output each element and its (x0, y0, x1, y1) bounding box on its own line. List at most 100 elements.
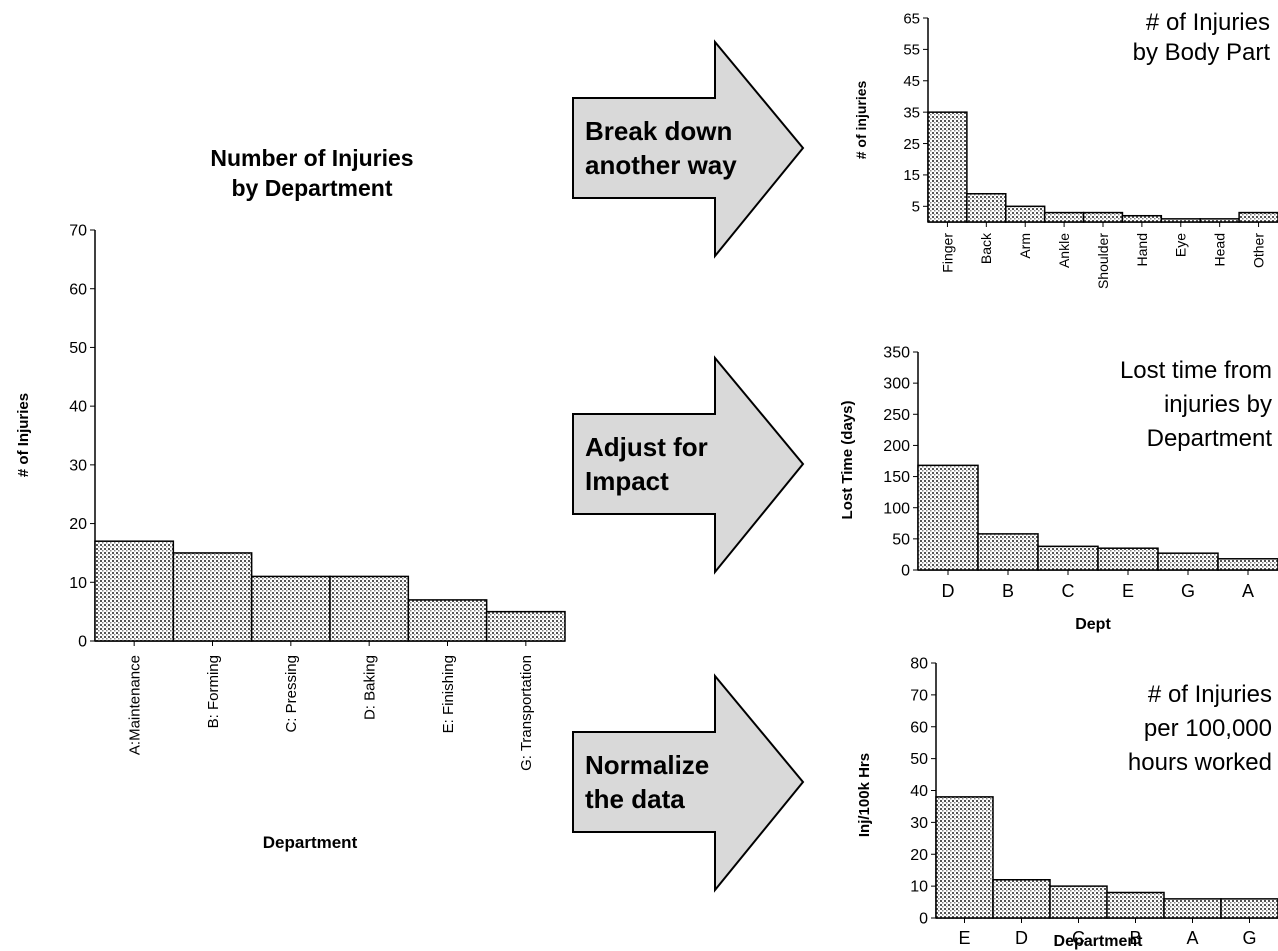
x-tick-label: B (1129, 928, 1141, 948)
x-tick-label: Arm (1017, 233, 1033, 259)
bar-G: Transportation (485, 610, 566, 642)
y-tick-label: 30 (910, 815, 928, 832)
arrow-shape (572, 355, 805, 575)
x-tick-label: Back (978, 232, 994, 264)
x-tick-label: A (1242, 581, 1254, 601)
chart-title-line: by Department (231, 175, 392, 201)
y-tick-label: 200 (883, 438, 910, 455)
x-tick-label: E (1122, 581, 1134, 601)
chart-title: # of Injuries by Body Part (1133, 9, 1271, 66)
x-tick-label: Head (1212, 233, 1228, 266)
bar-G (1220, 898, 1278, 919)
x-tick-label: C (1072, 928, 1085, 948)
y-tick-label: 80 (910, 656, 928, 673)
y-axis-label: Inj/100k Hrs (856, 753, 873, 837)
y-tick-label: 70 (69, 223, 87, 240)
chart-title-line: Number of Injuries (210, 145, 413, 171)
y-tick-label: 350 (883, 345, 910, 362)
y-tick-label: 40 (910, 783, 928, 800)
chart-bodypart: # of Injuries by Body Part 5 15 25 35 45 55 65 Fi… (853, 9, 1278, 289)
y-tick-label: 65 (903, 10, 920, 27)
x-tick-label: B: Forming (205, 655, 222, 728)
x-tick-label: G (1242, 928, 1256, 948)
x-tick-label: C (1062, 581, 1075, 601)
y-tick-label: 70 (910, 687, 928, 704)
y-tick-label: 35 (903, 104, 920, 121)
bar-Finger (927, 111, 968, 223)
y-tick-label: 60 (910, 719, 928, 736)
x-tick-label: Ankle (1056, 233, 1072, 268)
y-tick-label: 0 (78, 634, 87, 651)
x-tick-label: D: Baking (361, 655, 378, 720)
y-tick-label: 300 (883, 376, 910, 393)
chart-title-line: by Body Part (1133, 39, 1271, 66)
x-tick-label: E: Finishing (440, 655, 457, 733)
x-tick-label: B (1002, 581, 1014, 601)
x-tick-label: G (1181, 581, 1195, 601)
y-tick-label: 20 (69, 516, 87, 533)
bar-Hand (1121, 214, 1163, 223)
chart-title-line: # of Injuries (1148, 681, 1272, 708)
chart-title-line: # of Injuries (1146, 9, 1270, 36)
bar-E: Finishing (407, 599, 488, 642)
y-tick-label: 250 (883, 407, 910, 424)
bar-E (935, 796, 994, 919)
y-tick-label: 0 (919, 911, 928, 928)
x-tick-label: Eye (1173, 233, 1189, 257)
chart-title-line: Lost time from (1120, 357, 1272, 384)
bar-B: Forming (172, 552, 253, 642)
bar-C (1037, 545, 1099, 571)
x-tick-label: Shoulder (1095, 233, 1111, 289)
arrow-3: Normalize the data (572, 673, 805, 893)
bar-Shoulder (1082, 211, 1124, 223)
arrow-shape (572, 673, 805, 893)
bar-D: Baking (329, 575, 410, 642)
y-tick-label: 40 (69, 399, 87, 416)
bar-D (992, 879, 1051, 919)
x-tick-label: Hand (1134, 233, 1150, 266)
x-axis-label: Dept (1075, 616, 1111, 633)
y-tick-label: 0 (901, 563, 910, 580)
bar-Back (966, 193, 1007, 223)
y-tick-label: 5 (912, 199, 920, 216)
x-axis-label: Department (263, 833, 358, 852)
chart-title-line: injuries by (1164, 391, 1272, 418)
bar-A (1217, 558, 1278, 571)
y-tick-label: 150 (883, 469, 910, 486)
chart-title-line: hours worked (1128, 749, 1272, 776)
arrow-label: Normalize (585, 750, 709, 780)
arrow-label: Impact (585, 466, 669, 496)
chart-title: Number of Injuries by Department (210, 145, 413, 201)
y-tick-label: 50 (892, 531, 910, 548)
chart-losttime: Lost time from injuries by Department 0 50 10… (839, 345, 1278, 633)
x-tick-label: A:Maintenance (126, 655, 143, 755)
bar-E (1097, 547, 1159, 571)
arrow-label: the data (585, 784, 685, 814)
chart-title: Lost time from injuries by Department (1120, 357, 1272, 452)
x-tick-label: Finger (939, 233, 955, 273)
y-tick-label: 30 (69, 457, 87, 474)
chart-title-line: per 100,000 (1144, 715, 1272, 742)
y-tick-label: 15 (903, 167, 920, 184)
x-tick-label: G: Transportation (518, 655, 535, 771)
arrow-1: Break down another way (572, 39, 805, 259)
arrow-shape (572, 39, 805, 259)
bar-B (1106, 891, 1165, 919)
bar-C (1049, 885, 1108, 919)
bar-Arm (1005, 205, 1046, 223)
bar-D (917, 464, 979, 571)
y-tick-label: 25 (903, 136, 920, 153)
x-axis-label: Department (1054, 933, 1144, 950)
y-axis-label: Lost Time (days) (839, 401, 856, 520)
chart-title: # of Injuries per 100,000 hours worked (1128, 681, 1272, 776)
arrow-label: another way (585, 150, 737, 180)
bar-A:Maintenance (94, 540, 175, 642)
x-tick-label: C: Pressing (283, 655, 300, 733)
y-tick-label: 60 (69, 281, 87, 298)
y-tick-label: 20 (910, 847, 928, 864)
y-axis-label: # of injuries (853, 81, 869, 160)
x-tick-label: A (1186, 928, 1198, 948)
y-tick-label: 45 (903, 73, 920, 90)
chart-title-line: Department (1147, 425, 1273, 452)
